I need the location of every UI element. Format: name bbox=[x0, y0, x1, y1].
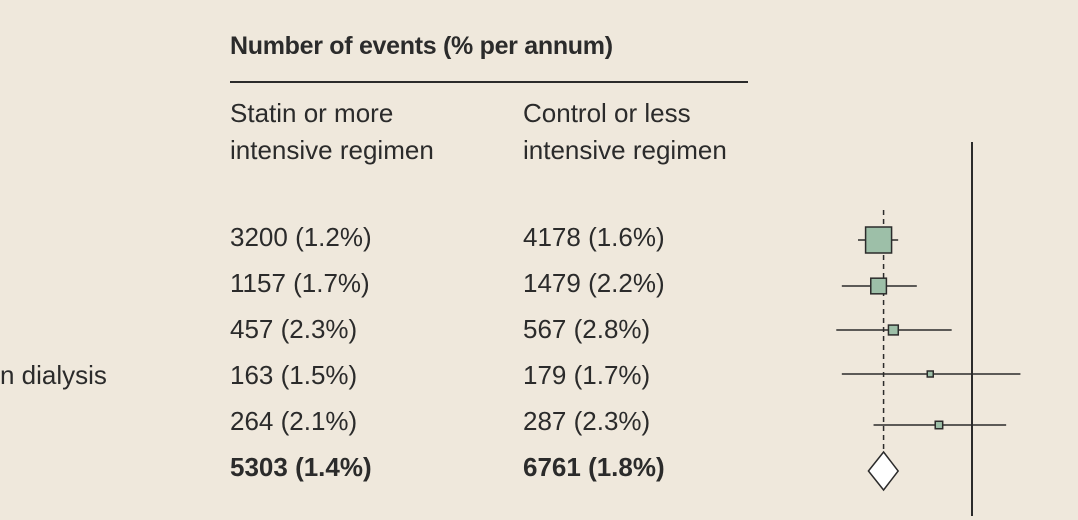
events-header: Number of events (% per annum) bbox=[230, 32, 613, 60]
statin-events-cell: 5303 (1.4%) bbox=[230, 452, 372, 482]
control-events-cell: 287 (2.3%) bbox=[523, 406, 651, 436]
point-estimate-square bbox=[926, 370, 934, 378]
statin-events-cell: 264 (2.1%) bbox=[230, 406, 358, 436]
statin-events-cell: 3200 (1.2%) bbox=[230, 222, 372, 252]
control-events-cell: 6761 (1.8%) bbox=[523, 452, 665, 482]
control-events-cell: 179 (1.7%) bbox=[523, 360, 651, 390]
control-events-cell: 567 (2.8%) bbox=[523, 314, 651, 344]
header-rule bbox=[230, 81, 748, 83]
control-column-header: Control or less intensive regimen bbox=[523, 98, 727, 165]
point-estimate-square bbox=[887, 324, 900, 336]
point-estimate-square bbox=[870, 277, 888, 295]
row-label: n dialysis bbox=[0, 360, 107, 390]
control-events-cell: 1479 (2.2%) bbox=[523, 268, 665, 298]
statin-events-cell: 163 (1.5%) bbox=[230, 360, 358, 390]
point-estimate-square bbox=[934, 420, 944, 430]
control-events-cell: 4178 (1.6%) bbox=[523, 222, 665, 252]
point-estimate-square bbox=[864, 226, 893, 254]
statin-events-cell: 457 (2.3%) bbox=[230, 314, 358, 344]
forest-plot bbox=[836, 142, 1021, 516]
overall-diamond bbox=[867, 450, 900, 492]
statin-column-header: Statin or more intensive regimen bbox=[230, 98, 434, 165]
statin-events-cell: 1157 (1.7%) bbox=[230, 268, 370, 298]
